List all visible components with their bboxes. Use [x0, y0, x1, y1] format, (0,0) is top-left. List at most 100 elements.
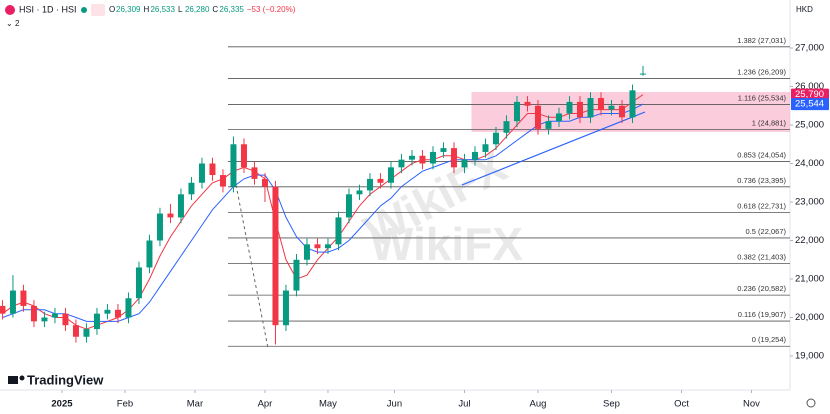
candle-body: [356, 190, 363, 195]
candle-body: [156, 213, 163, 241]
watermark: WikiFX: [370, 218, 523, 270]
fib-label: 1 (24,881): [752, 119, 787, 128]
ohlc-value: 26,335: [219, 5, 244, 14]
candle-body: [513, 101, 520, 122]
candle-body: [303, 244, 310, 260]
candle-body: [93, 313, 100, 330]
candle-body: [272, 186, 279, 326]
candle-body: [576, 101, 583, 118]
fib-label: 1.116 (25,534): [738, 93, 787, 102]
fib-label: 0.618 (22,731): [737, 201, 786, 210]
ohlc-key: H: [143, 5, 149, 14]
ohlc-value: 26,533: [150, 5, 175, 14]
symbol-logo: [5, 5, 15, 15]
y-tick-label: 21,000: [795, 274, 824, 285]
candle-body: [555, 113, 562, 122]
y-tick-label: 22,000: [795, 235, 824, 246]
fib-label: 1.236 (26,209): [737, 67, 786, 76]
candle-body: [524, 101, 531, 106]
candle-body: [41, 317, 48, 322]
candle-body: [387, 167, 394, 183]
y-tick-label: 25,000: [795, 120, 824, 131]
fib-label: 0.736 (23,395): [737, 176, 786, 185]
trend-line: [461, 111, 646, 186]
x-tick-label: Jun: [387, 399, 402, 410]
price-tag: [791, 98, 829, 111]
candle-body: [618, 105, 625, 118]
settings-icon[interactable]: [806, 398, 816, 408]
candle-body: [146, 240, 153, 268]
y-tick-label: 26,000: [795, 81, 824, 92]
candle-body: [429, 151, 436, 164]
dashed-trend: [235, 184, 269, 349]
fib-label: 0.236 (20,582): [737, 284, 786, 293]
ohlc-value: 26,280: [185, 5, 210, 14]
candle-body: [534, 105, 541, 129]
candle-body: [188, 182, 195, 195]
candle-body: [629, 90, 636, 118]
candle-body: [461, 159, 468, 168]
candle-body: [482, 144, 489, 152]
ohlc-group: O 26,309 H 26,533 L 26,280 C 26,335 −53 (−0.20%): [109, 5, 296, 14]
candle-body: [314, 244, 321, 249]
alert-box[interactable]: [91, 4, 105, 16]
candle-body: [398, 159, 405, 168]
ohlc-value: 26,309: [116, 5, 141, 14]
candle-body: [597, 98, 604, 110]
candle-body: [608, 105, 615, 110]
brand-logo-dot: [19, 375, 25, 381]
candle-body: [377, 178, 384, 183]
candle-body: [177, 194, 184, 218]
x-tick-label: Aug: [530, 399, 547, 410]
price-tag-label: 25,544: [795, 99, 824, 110]
candle-body: [198, 163, 205, 183]
candle-body: [503, 121, 510, 133]
candle-body: [62, 313, 69, 326]
x-tick-label: Apr: [258, 399, 273, 410]
indicator-count[interactable]: 2: [15, 19, 20, 28]
candle-body: [114, 309, 121, 318]
candle-body: [167, 213, 174, 218]
fib-label: 1.382 (27,031): [737, 36, 786, 45]
symbol[interactable]: HSI · 1D · HSI: [19, 4, 77, 14]
candle-body: [450, 148, 457, 168]
fib-label: 0 (19,254): [752, 335, 787, 344]
status-dot: [81, 7, 87, 13]
candle-body: [419, 155, 426, 164]
ohlc-key: C: [212, 5, 218, 14]
y-tick-label: 27,000: [795, 43, 824, 54]
candle-body: [335, 217, 342, 245]
brand: TradingView: [27, 372, 104, 387]
currency: HKD: [796, 5, 813, 14]
candle-body: [240, 144, 247, 168]
x-tick-label: Oct: [674, 399, 689, 410]
candle-body: [471, 151, 478, 160]
candle-body: [366, 178, 373, 191]
candle-body: [30, 305, 37, 322]
ohlc-key: L: [178, 5, 183, 14]
x-tick-label: May: [319, 399, 337, 410]
candle-body: [566, 101, 573, 114]
indicator-toggle[interactable]: ⌄: [6, 19, 13, 28]
candle-body: [492, 132, 499, 145]
candle-body: [282, 290, 289, 326]
price-tag: [791, 88, 829, 101]
fib-label: 0.853 (24,054): [737, 150, 786, 159]
candle-body: [51, 313, 58, 318]
fib-label: 0.5 (22,067): [746, 227, 787, 236]
y-tick-label: 23,000: [795, 197, 824, 208]
candle-body: [251, 167, 258, 179]
candle-body: [9, 290, 16, 314]
candle-body: [20, 290, 27, 306]
candle-body: [209, 163, 216, 176]
x-tick-label: Jul: [458, 399, 470, 410]
candle-body: [0, 305, 6, 314]
candle-body: [219, 175, 226, 187]
candle-body: [230, 144, 237, 187]
candle-body: [261, 178, 268, 187]
candle-body: [104, 309, 111, 314]
candle-body: [587, 98, 594, 118]
candle-body: [408, 155, 415, 160]
